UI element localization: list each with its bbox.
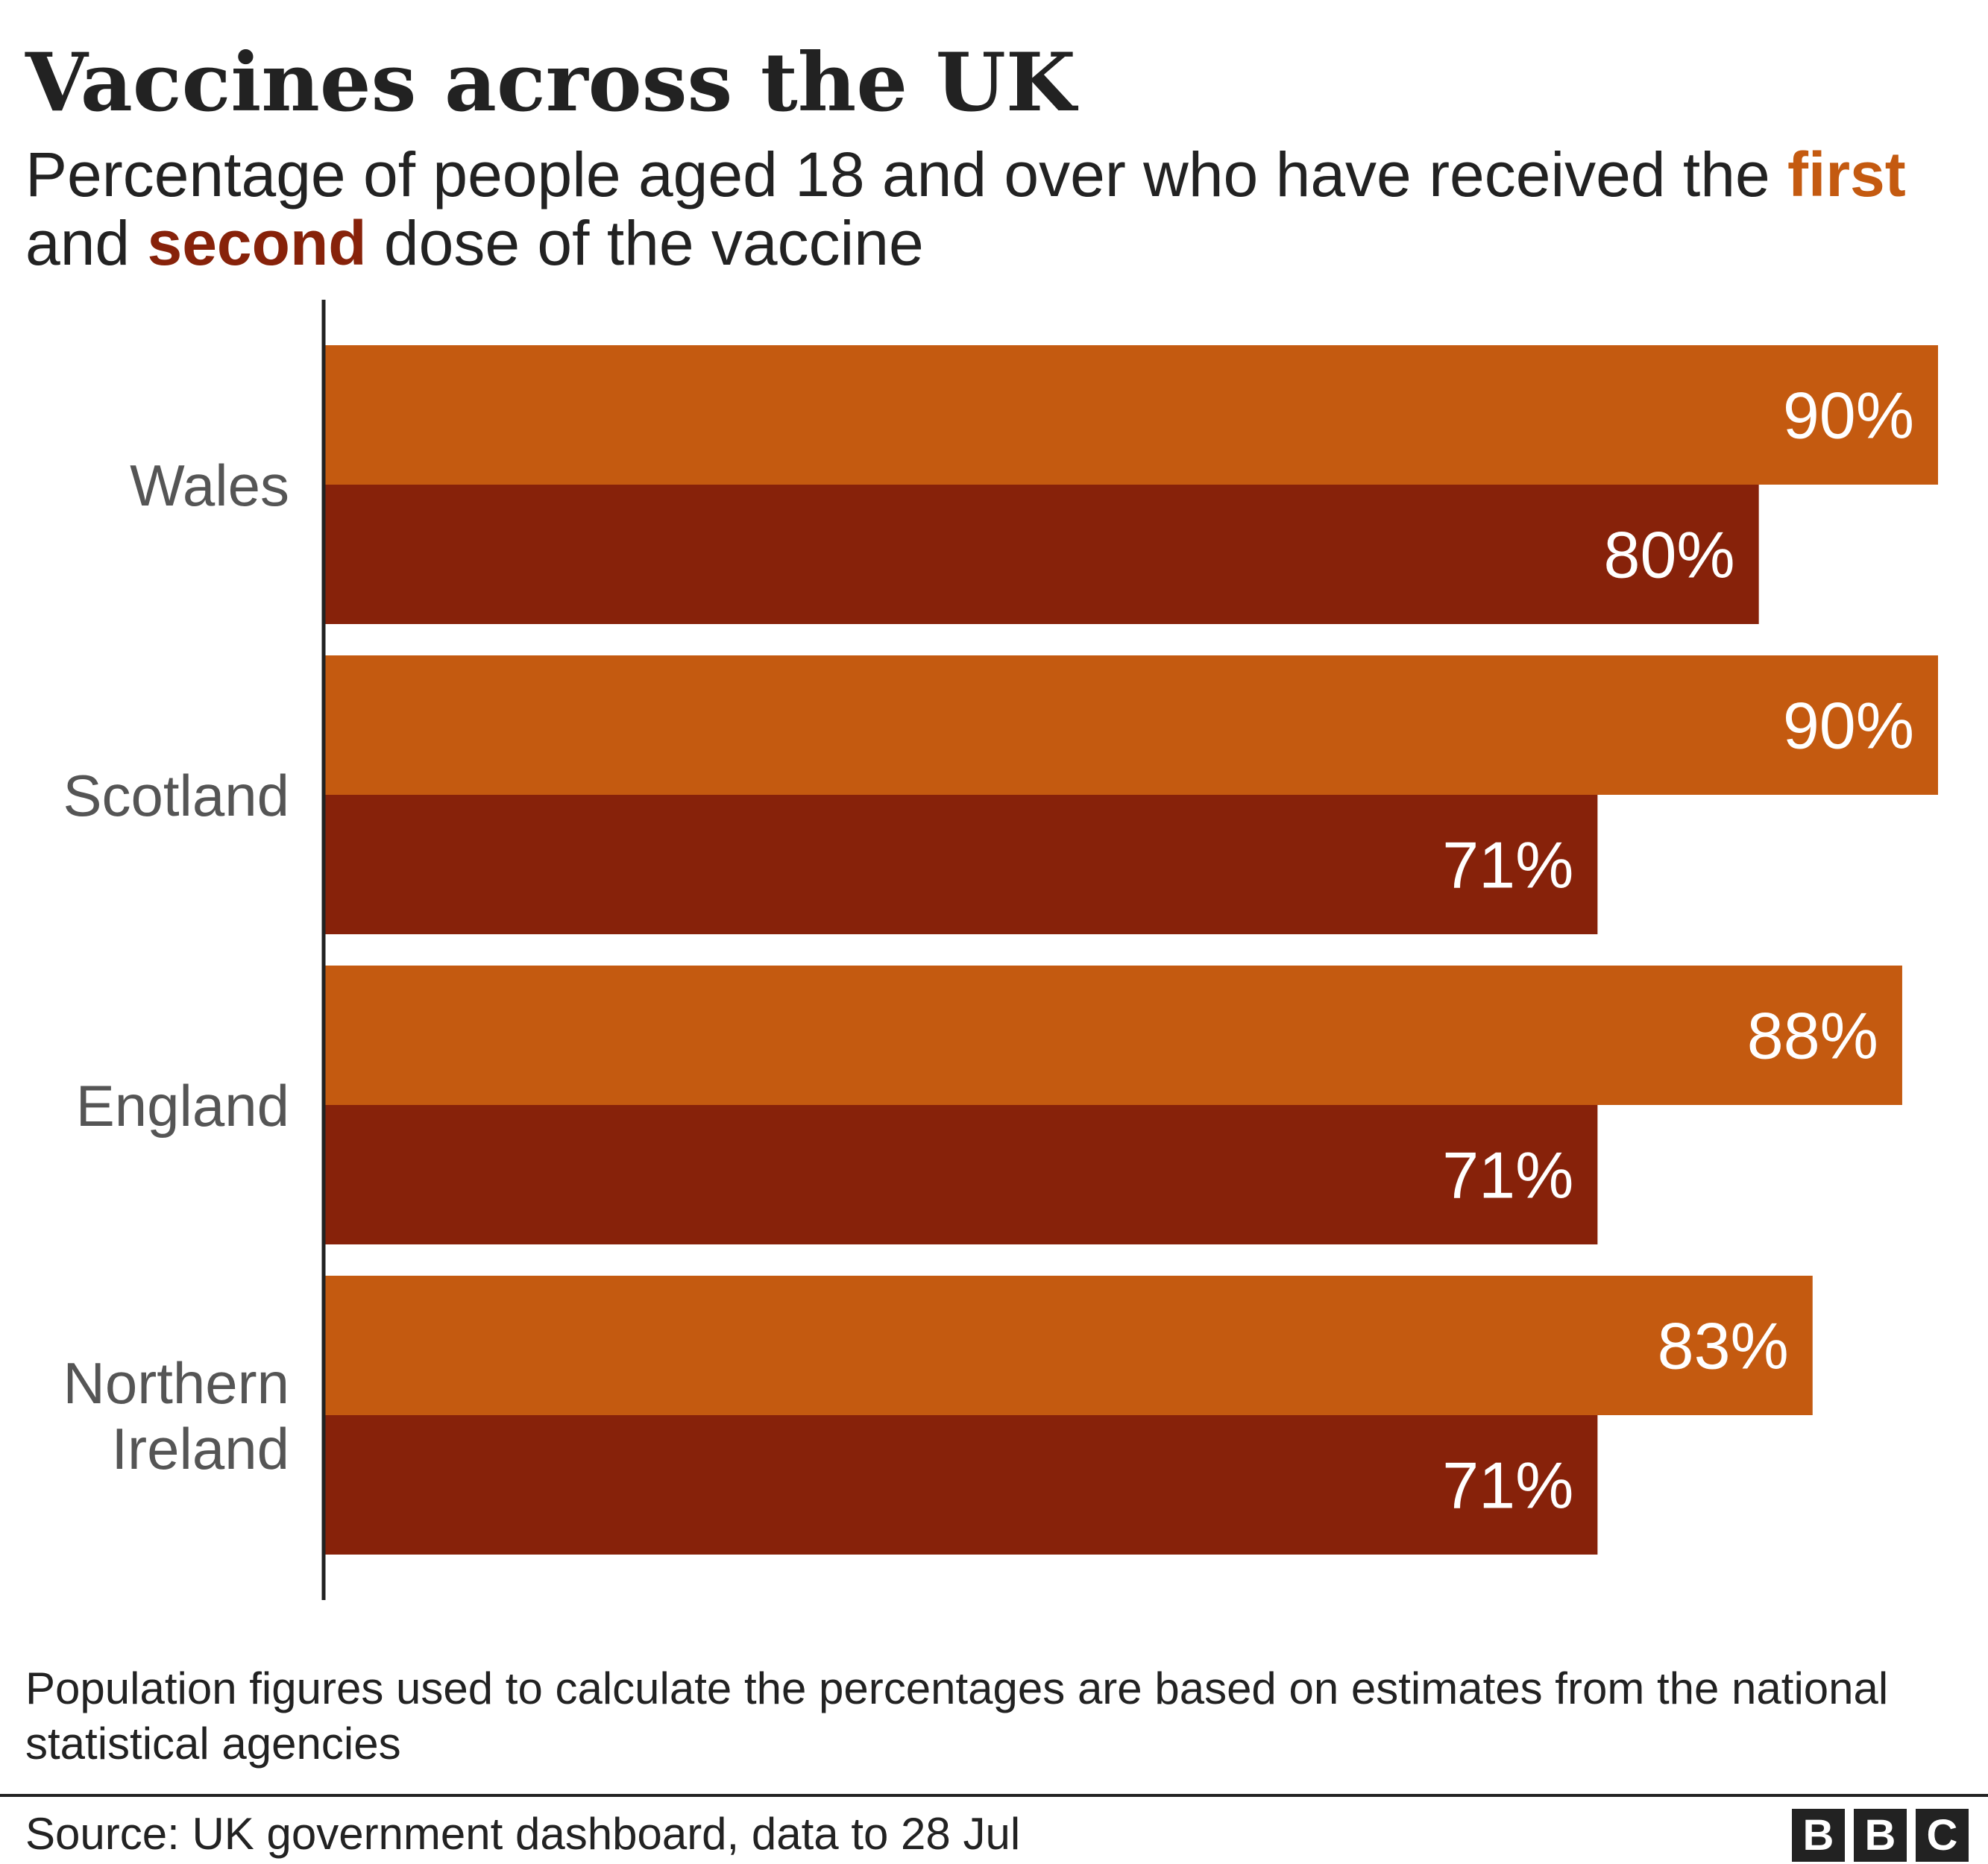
population-note: Population figures used to calculate the… (25, 1663, 1889, 1769)
value-label-first-england: 88% (1747, 999, 1878, 1073)
bar-second-northern-ireland (325, 1415, 1598, 1555)
bar-first-scotland (325, 655, 1938, 795)
value-label-second-scotland: 71% (1442, 828, 1573, 902)
bbc-logo: B B C (1792, 1809, 1969, 1862)
bbc-logo-letter-1: B (1792, 1809, 1845, 1862)
subtitle-first-dose-word: first (1787, 139, 1906, 210)
category-label-scotland: Scotland (63, 763, 289, 828)
subtitle-text-end: dose of the vaccine (366, 208, 924, 278)
value-label-second-northern-ireland: 71% (1442, 1449, 1573, 1523)
bar-second-scotland (325, 795, 1598, 934)
value-label-first-northern-ireland: 83% (1658, 1309, 1789, 1383)
bar-first-wales (325, 345, 1938, 485)
chart-title: Vaccines across the UK (25, 36, 1076, 130)
bar-second-wales (325, 485, 1759, 624)
source-text: Source: UK government dashboard, data to… (25, 1809, 1021, 1859)
bar-second-england (325, 1105, 1598, 1244)
category-label-wales: Wales (130, 453, 289, 518)
category-label-england: England (76, 1073, 289, 1139)
value-label-second-england: 71% (1442, 1139, 1573, 1212)
bar-first-northern-ireland (325, 1276, 1813, 1415)
bar-chart: 90% 80% Wales 90% 71% Scotland 88% 71% England 83… (63, 300, 1938, 1600)
bar-first-england (325, 966, 1902, 1105)
category-label-northern-ireland: Northern Ireland (63, 1350, 289, 1482)
chart-subtitle: Percentage of people aged 18 and over wh… (25, 140, 1934, 277)
footer-divider (0, 1794, 1988, 1797)
bbc-logo-letter-3: C (1916, 1809, 1969, 1862)
value-label-first-wales: 90% (1783, 379, 1914, 453)
subtitle-text-middle: and (25, 208, 148, 278)
subtitle-second-dose-word: second (147, 208, 367, 278)
value-label-second-wales: 80% (1604, 518, 1735, 592)
subtitle-text-start: Percentage of people aged 18 and over wh… (25, 139, 1788, 210)
value-label-first-scotland: 90% (1783, 689, 1914, 763)
bbc-logo-letter-2: B (1854, 1809, 1907, 1862)
